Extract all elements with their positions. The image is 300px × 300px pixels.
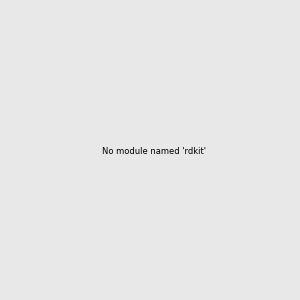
Text: No module named 'rdkit': No module named 'rdkit' [102, 147, 206, 156]
